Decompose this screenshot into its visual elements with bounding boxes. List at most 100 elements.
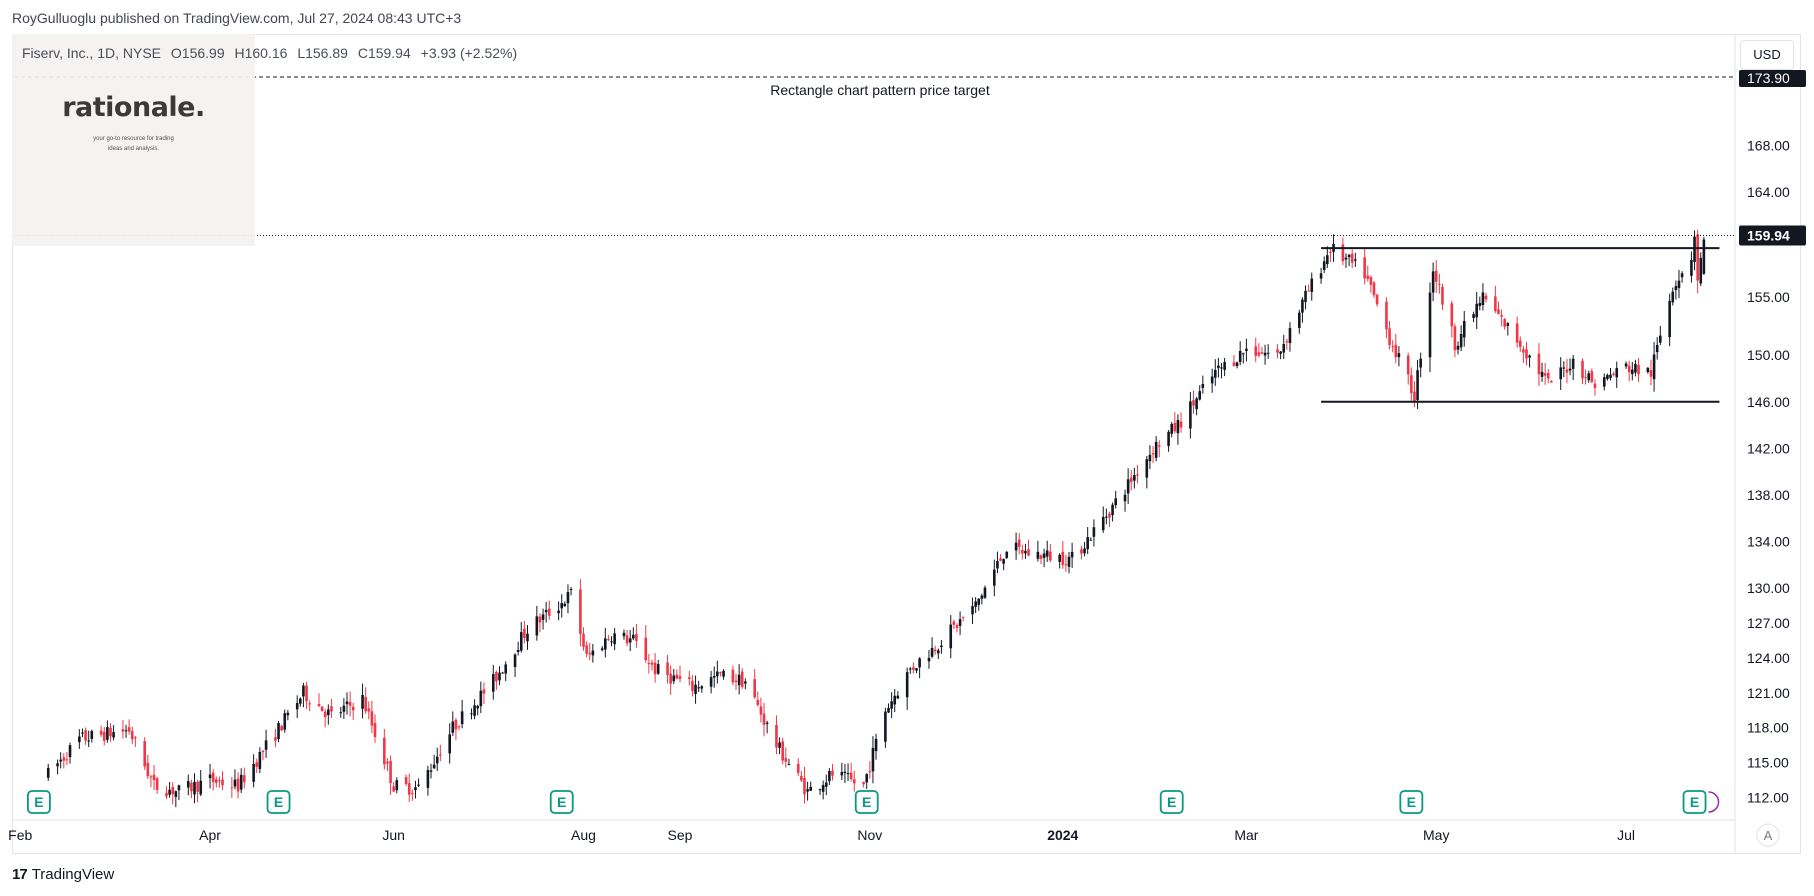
candle-down xyxy=(196,781,199,792)
earnings-marker[interactable]: E xyxy=(1682,790,1707,814)
candle-up xyxy=(264,740,268,750)
candle-up xyxy=(1223,362,1226,370)
candle-up xyxy=(958,619,962,626)
candle-down xyxy=(1438,283,1441,285)
candle-down xyxy=(274,737,277,741)
candle-down xyxy=(1649,370,1653,377)
candle-down xyxy=(538,616,542,623)
candle-up xyxy=(610,641,613,643)
currency-button[interactable]: USD xyxy=(1740,40,1794,70)
candle-up xyxy=(286,712,290,716)
earnings-marker-label: E xyxy=(1690,794,1699,810)
candle-up xyxy=(566,592,570,604)
candle-down xyxy=(849,772,853,780)
price-tick-label: 121.00 xyxy=(1747,685,1790,701)
candle-up xyxy=(1005,551,1009,558)
candle-up xyxy=(896,695,900,699)
candle-up xyxy=(672,675,676,682)
earnings-marker[interactable]: E xyxy=(1159,790,1184,814)
price-tick-label: 150.00 xyxy=(1747,347,1790,363)
earnings-marker[interactable]: E xyxy=(26,790,51,814)
price-axis: 112.00 115.00 118.00 121.00 124.00 127.00 130.… xyxy=(1734,34,1806,854)
candle-up xyxy=(277,722,280,740)
candle-down xyxy=(1151,453,1155,455)
candle-down xyxy=(731,669,735,683)
candle-up xyxy=(1101,516,1105,531)
candle-up xyxy=(787,764,791,766)
price-target-badge xyxy=(1739,69,1806,87)
candle-up xyxy=(974,601,977,607)
candle-up xyxy=(124,730,128,732)
candle-up xyxy=(918,658,921,668)
candle-down xyxy=(1450,303,1454,327)
candle-up xyxy=(435,756,439,764)
candle-up xyxy=(432,764,436,769)
price-tick-label: 142.00 xyxy=(1747,440,1790,456)
candle-up xyxy=(1279,351,1282,354)
candle-down xyxy=(482,689,486,694)
candle-down xyxy=(1366,275,1370,279)
candle-up xyxy=(174,791,178,797)
candle-up xyxy=(1456,345,1460,350)
earnings-marker[interactable]: E xyxy=(854,790,879,814)
candle-up xyxy=(339,712,343,714)
candle-up xyxy=(1148,454,1152,462)
candle-up xyxy=(1304,290,1307,303)
candle-up xyxy=(68,745,72,758)
candle-up xyxy=(208,774,212,779)
candle-down xyxy=(955,625,959,628)
candle-up xyxy=(1288,328,1292,344)
candle-up xyxy=(327,709,330,716)
candle-down xyxy=(759,706,763,715)
candle-down xyxy=(1518,340,1522,347)
candle-down xyxy=(1627,365,1631,373)
tradingview-logo-icon: 17 xyxy=(12,866,28,883)
candle-up xyxy=(426,770,430,788)
candle-up xyxy=(821,785,825,792)
earnings-marker[interactable]: E xyxy=(266,790,291,814)
candle-down xyxy=(585,645,588,654)
candle-up xyxy=(239,774,243,790)
price-tick-label: 112.00 xyxy=(1747,790,1789,806)
candle-up xyxy=(1105,516,1108,518)
candle-up xyxy=(737,674,741,686)
candle-down xyxy=(719,672,722,674)
candle-up xyxy=(1506,323,1510,326)
candle-up xyxy=(818,789,822,791)
candle-up xyxy=(1419,358,1422,368)
candle-down xyxy=(1329,251,1332,253)
candle-down xyxy=(1441,286,1444,305)
time-tick-label: Aug xyxy=(571,827,596,843)
price-tick-label: 127.00 xyxy=(1747,615,1790,631)
candle-up xyxy=(1677,280,1681,288)
candle-down xyxy=(1372,282,1376,296)
candle-up xyxy=(1428,292,1432,358)
candle-down xyxy=(1391,346,1394,348)
candle-up xyxy=(828,770,831,782)
earnings-marker[interactable]: E xyxy=(549,790,574,814)
candle-up xyxy=(980,595,984,599)
candle-up xyxy=(516,649,520,652)
candle-down xyxy=(635,633,638,641)
candle-up xyxy=(395,780,399,791)
candle-up xyxy=(299,698,302,704)
price-target-label: Rectangle chart pattern price target xyxy=(770,82,990,98)
candle-down xyxy=(796,763,800,773)
candle-up xyxy=(890,701,893,709)
candle-up xyxy=(846,773,850,775)
candle-up xyxy=(993,569,996,586)
candle-down xyxy=(1285,341,1289,343)
tradingview-brand[interactable]: 17 TradingView xyxy=(12,866,114,883)
candle-up xyxy=(1431,271,1435,293)
candle-down xyxy=(255,762,259,767)
candle-up xyxy=(1481,292,1485,306)
auto-scale-button[interactable]: A xyxy=(1764,828,1773,843)
candle-up xyxy=(81,732,84,734)
candle-down xyxy=(831,770,834,776)
candle-up xyxy=(1478,302,1482,306)
symbol-name: Fiserv, Inc., 1D, NYSE xyxy=(22,45,161,61)
candle-down xyxy=(242,775,246,783)
candle-down xyxy=(1017,539,1021,548)
earnings-marker[interactable]: E xyxy=(1399,790,1424,814)
